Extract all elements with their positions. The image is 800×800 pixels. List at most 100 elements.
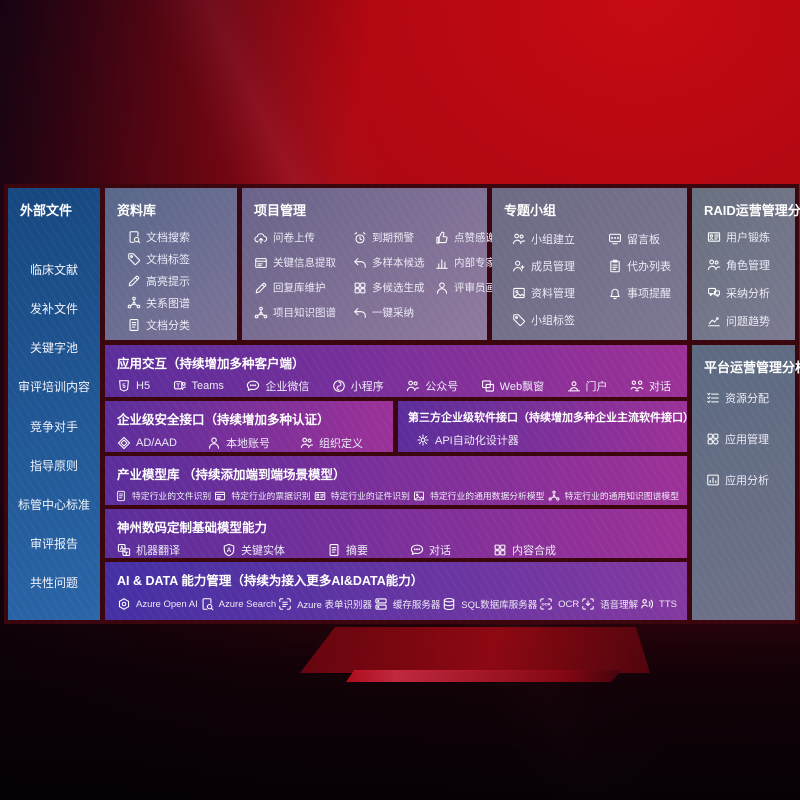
graph-icon: [254, 306, 268, 320]
feature-item[interactable]: 小组建立: [512, 231, 608, 247]
feature-item[interactable]: 留言板: [608, 231, 683, 247]
feature-item[interactable]: 一键采纳: [353, 305, 433, 320]
feature-item-label: 特定行业的通用知识图谱模型: [564, 491, 679, 501]
feature-item[interactable]: Azure Search: [200, 597, 276, 611]
feature-item[interactable]: Azure Open AI: [117, 597, 198, 611]
feature-item[interactable]: 代办列表: [608, 258, 683, 274]
feature-item-label: 资源分配: [725, 393, 769, 405]
feature-item[interactable]: 资源分配: [706, 390, 795, 406]
feature-item[interactable]: 文档标签: [127, 251, 237, 267]
svg-text:OCR: OCR: [542, 602, 551, 607]
panel-topic-groups: 专题小组 小组建立 留言板 成员管理 代办列表 资料管理 事项提醒 小组标签: [492, 188, 687, 340]
sidebar-item[interactable]: 竞争对手: [29, 419, 78, 434]
feature-item[interactable]: Web飘窗: [481, 378, 544, 394]
app-interaction-title: 应用交互（持续增加多种客户端）: [117, 357, 305, 371]
feature-item[interactable]: 特定行业的证件识别: [314, 489, 410, 502]
feature-item-label: 小组建立: [531, 234, 575, 246]
feature-item[interactable]: TTS: [640, 597, 677, 611]
panel-base-model-capability: 神州数码定制基础模型能力 A 机器翻译 A 关键实体 摘要 对话 内容合成: [105, 509, 687, 558]
feature-item[interactable]: 应用分析: [706, 472, 795, 488]
feature-item[interactable]: API自动化设计器: [416, 432, 519, 448]
feature-item[interactable]: 用户锻炼: [707, 229, 795, 245]
feature-item[interactable]: SQL数据库服务器: [442, 597, 537, 611]
feature-item[interactable]: Azure 表单识别器: [278, 597, 372, 611]
feature-item[interactable]: 对话: [630, 378, 671, 394]
feature-item-label: Azure 表单识别器: [297, 600, 373, 611]
feature-item[interactable]: T Teams: [173, 379, 224, 393]
feature-item[interactable]: 到期预警: [353, 230, 433, 245]
feature-item[interactable]: 企业微信: [246, 378, 309, 394]
feature-item[interactable]: 对话: [410, 542, 451, 558]
feature-item-label: AD/AAD: [136, 437, 177, 449]
feature-item[interactable]: 门户: [567, 378, 608, 394]
feature-item[interactable]: 关键信息提取: [254, 255, 351, 270]
feature-item[interactable]: 多样本候选: [353, 255, 433, 270]
feature-item[interactable]: 组织定义: [300, 435, 363, 451]
ai-data-management-title: AI & DATA 能力管理（持续为接入更多AI&DATA能力）: [117, 574, 424, 588]
feature-item[interactable]: 应用管理: [706, 431, 795, 447]
feature-item-label: 应用管理: [725, 434, 769, 446]
feature-item[interactable]: 回复库维护: [254, 280, 351, 295]
feature-item-label: 留言板: [627, 234, 660, 246]
feature-item-label: 对话: [648, 381, 671, 393]
h5-icon: 5: [117, 379, 131, 393]
feature-item[interactable]: OCR OCR: [539, 597, 579, 611]
feature-item[interactable]: 成员管理: [512, 258, 608, 274]
feature-item-label: 文档标签: [146, 254, 190, 266]
feature-item[interactable]: 高亮提示: [127, 273, 237, 289]
apps-icon: [706, 432, 720, 446]
feature-item[interactable]: 采纳分析: [707, 285, 795, 301]
window-extract-icon: [254, 256, 268, 270]
feature-item[interactable]: 问卷上传: [254, 230, 351, 245]
security-interface-list: AD/AAD 本地账号 组织定义: [105, 428, 393, 451]
feature-item[interactable]: 特定行业的通用数据分析模型: [413, 489, 544, 502]
panel-repository: 资料库 文档搜索 文档标签 高亮提示 关系图谱 文档分类: [105, 188, 237, 340]
feature-item[interactable]: 关系图谱: [127, 295, 237, 311]
sidebar-item[interactable]: 共性问题: [29, 576, 78, 590]
feature-item[interactable]: 事项提醒: [608, 285, 683, 301]
feature-item-label: 点赞感谢: [454, 232, 496, 244]
sidebar-item[interactable]: 发补文件: [29, 302, 78, 317]
feature-item[interactable]: A 关键实体: [222, 542, 285, 558]
feature-item[interactable]: AD/AAD: [117, 436, 177, 450]
feature-item[interactable]: 摘要: [327, 542, 368, 558]
thirdparty-interface-title: 第三方企业级软件接口（持续增加多种企业主流软件接口）: [408, 412, 694, 424]
bell-icon: [608, 286, 622, 300]
feature-item[interactable]: 语音理解: [581, 597, 638, 611]
feature-item-label: 文档搜索: [146, 232, 190, 244]
feature-item[interactable]: 小组标签: [512, 312, 608, 328]
sidebar-item[interactable]: 标管中心标准: [17, 497, 90, 512]
feature-item-label: 事项提醒: [627, 288, 671, 300]
feature-item[interactable]: 公众号: [406, 378, 458, 394]
feature-item[interactable]: 项目知识图谱: [254, 305, 351, 320]
feature-item[interactable]: 特定行业的票据识别: [214, 489, 311, 502]
feature-item[interactable]: 内容合成: [493, 542, 556, 558]
feature-item[interactable]: 问题趋势: [707, 313, 795, 329]
feature-item[interactable]: 特定行业的通用知识图谱模型: [548, 489, 679, 502]
alarm-icon: [353, 231, 367, 245]
feature-item[interactable]: A 机器翻译: [117, 542, 180, 558]
feature-item-label: 特定行业的证件识别: [330, 491, 410, 501]
feature-item[interactable]: 小程序: [332, 378, 384, 394]
feature-item[interactable]: 缓存服务器: [374, 597, 440, 611]
feature-item[interactable]: 资料管理: [512, 285, 608, 301]
feature-item[interactable]: 角色管理: [707, 257, 795, 273]
graph-icon: [548, 490, 560, 502]
reply-arrow-icon: [353, 256, 367, 270]
feature-item[interactable]: 多候选生成: [353, 280, 433, 295]
grid-icon: [353, 281, 367, 295]
feature-item[interactable]: 文档搜索: [127, 229, 237, 245]
sidebar-item[interactable]: 指导原则: [29, 458, 78, 473]
feature-item-label: 成员管理: [531, 261, 575, 273]
sidebar-item[interactable]: 关键字池: [29, 341, 78, 356]
feature-item[interactable]: 点赞感谢: [435, 230, 517, 245]
sidebar-item[interactable]: 审评培训内容: [17, 380, 90, 395]
sidebar-item[interactable]: 审评报告: [29, 536, 78, 551]
feature-item[interactable]: 本地账号: [207, 435, 270, 451]
feature-item-label: 关键信息提取: [273, 257, 336, 269]
feature-item[interactable]: 特定行业的文件识别: [115, 489, 211, 502]
feature-item-label: 对话: [429, 545, 451, 557]
feature-item[interactable]: 5 H5: [117, 379, 150, 393]
sidebar-item[interactable]: 临床文献: [29, 263, 78, 277]
feature-item[interactable]: 文档分类: [127, 317, 237, 333]
